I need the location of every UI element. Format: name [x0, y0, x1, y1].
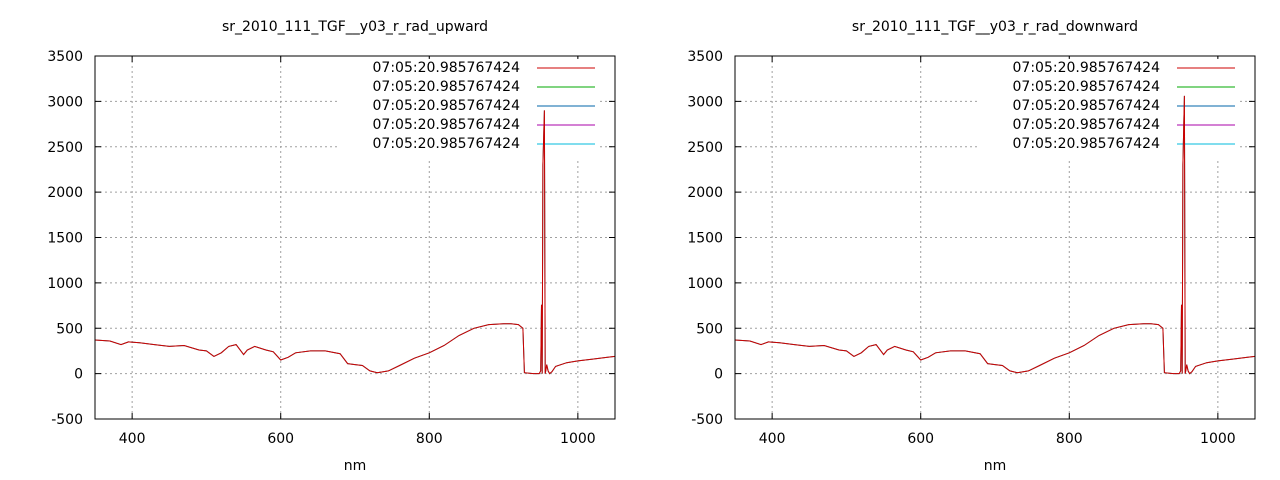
- legend-entry-label: 07:05:20.985767424: [373, 117, 521, 133]
- y-tick-label: 2500: [47, 140, 83, 156]
- y-tick-label: -500: [691, 412, 723, 428]
- y-tick-label: 1500: [47, 231, 83, 247]
- y-tick-label: 500: [56, 321, 83, 337]
- y-tick-label: 2500: [687, 140, 723, 156]
- legend-entry-label: 07:05:20.985767424: [1013, 136, 1161, 152]
- y-tick-label: 500: [696, 321, 723, 337]
- y-tick-label: 3000: [687, 94, 723, 110]
- y-tick-label: 3500: [687, 49, 723, 65]
- series-line: [94, 110, 616, 375]
- chart-1: sr_2010_111_TGF__y03_r_rad_upward -500 0 50…: [47, 19, 616, 474]
- legend-background: [980, 59, 1240, 158]
- chart-title: sr_2010_111_TGF__y03_r_rad_downward: [852, 19, 1138, 35]
- legend-entry-label: 07:05:20.985767424: [1013, 79, 1161, 95]
- x-tick-label: 600: [907, 431, 934, 447]
- legend-background: [340, 59, 600, 158]
- x-tick-label: 400: [119, 431, 146, 447]
- y-tick-label: 3500: [47, 49, 83, 65]
- y-tick-label: -500: [51, 412, 83, 428]
- legend-entry-label: 07:05:20.985767424: [1013, 117, 1161, 133]
- y-tick-label: 1500: [687, 231, 723, 247]
- legend-entry-label: 07:05:20.985767424: [373, 79, 521, 95]
- chart-title: sr_2010_111_TGF__y03_r_rad_upward: [222, 19, 488, 35]
- x-tick-label: 1000: [560, 431, 596, 447]
- legend-entry-label: 07:05:20.985767424: [373, 60, 521, 76]
- y-tick-label: 0: [74, 367, 83, 383]
- legend-entry-label: 07:05:20.985767424: [373, 136, 521, 152]
- plot-frame: [734, 55, 1256, 420]
- x-tick-label: 800: [1056, 431, 1083, 447]
- y-tick-label: 2000: [47, 185, 83, 201]
- y-tick-label: 2000: [687, 185, 723, 201]
- legend-entry-label: 07:05:20.985767424: [373, 98, 521, 114]
- chart-2: sr_2010_111_TGF__y03_r_rad_downward -500 0…: [687, 19, 1256, 474]
- y-tick-label: 1000: [687, 276, 723, 292]
- x-tick-label: 800: [416, 431, 443, 447]
- x-axis-label: nm: [984, 458, 1007, 474]
- y-tick-label: 3000: [47, 94, 83, 110]
- y-tick-label: 1000: [47, 276, 83, 292]
- x-tick-label: 1000: [1200, 431, 1236, 447]
- plot-frame: [94, 55, 616, 420]
- series-line: [734, 95, 1256, 375]
- x-axis-label: nm: [344, 458, 367, 474]
- legend-entry-label: 07:05:20.985767424: [1013, 60, 1161, 76]
- legend-entry-label: 07:05:20.985767424: [1013, 98, 1161, 114]
- x-tick-label: 600: [267, 431, 294, 447]
- x-tick-label: 400: [759, 431, 786, 447]
- y-tick-label: 0: [714, 367, 723, 383]
